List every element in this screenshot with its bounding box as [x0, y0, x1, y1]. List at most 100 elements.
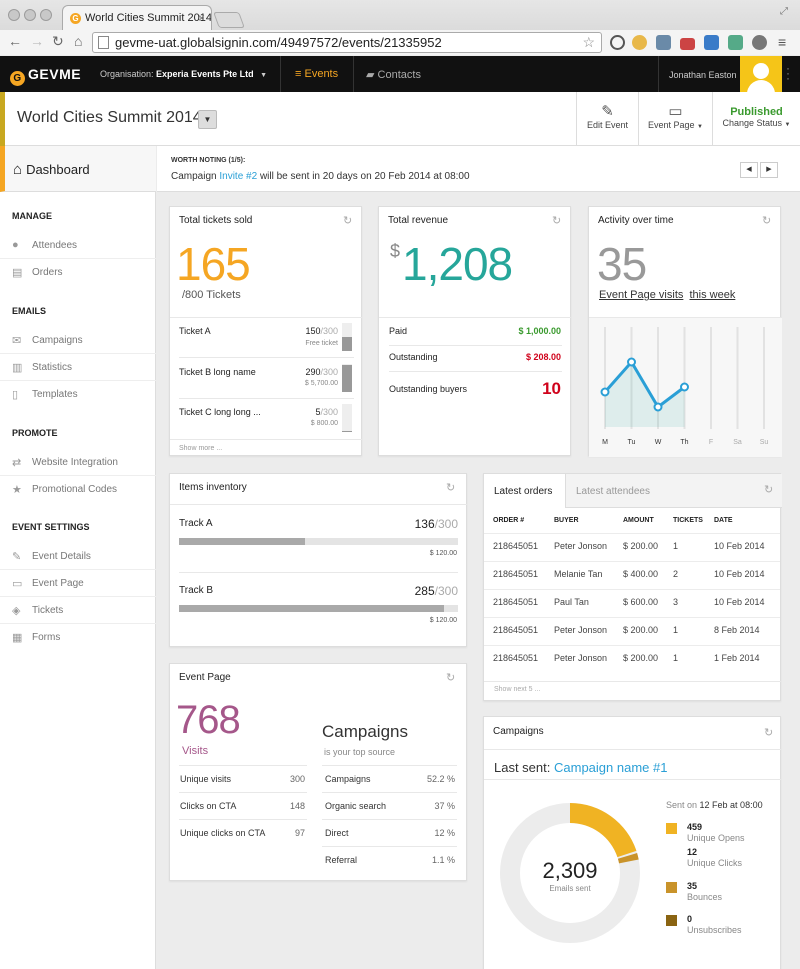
sidebar-item-templates[interactable]: ▯ Templates [0, 381, 156, 408]
tab-latest-orders[interactable]: Latest orders [484, 474, 565, 508]
sidebar-item-attendees[interactable]: ● Attendees [0, 232, 156, 259]
legend-label: Unique Opens [687, 833, 745, 843]
change-status-button[interactable]: Published Change Status ▼ [712, 92, 800, 146]
sidebar-item-website-integration[interactable]: ⇄ Website Integration [0, 449, 156, 476]
refresh-icon[interactable]: ↻ [446, 482, 456, 494]
incognito-extension-icon[interactable] [752, 35, 767, 50]
table-row[interactable] [484, 617, 780, 645]
source-label: Organic search [325, 801, 387, 811]
ticket-c-bar-fill [342, 431, 352, 432]
table-row[interactable] [484, 589, 780, 617]
table-cell: 10 Feb 2014 [714, 597, 765, 607]
sidebar-item-forms[interactable]: ▦ Forms [0, 624, 156, 651]
outstanding-label: Outstanding [389, 352, 438, 362]
puzzle-extension-icon[interactable] [656, 35, 671, 50]
refresh-icon[interactable]: ↻ [764, 484, 774, 496]
sidebar-item-campaigns[interactable]: ✉ Campaigns [0, 327, 156, 354]
data-point[interactable] [600, 387, 610, 397]
table-row[interactable] [484, 645, 780, 673]
table-cell: 2 [673, 569, 679, 579]
reload-icon[interactable]: ↻ [52, 33, 64, 49]
org-label: Organisation: [100, 69, 154, 79]
gevme-logo[interactable]: G GEVME [10, 66, 81, 86]
ticket-sold-num: 150 [305, 326, 321, 336]
ticket-c-bar [342, 404, 352, 432]
sidebar-item-promotional-codes[interactable]: ★ Promotional Codes [0, 476, 156, 503]
show-more-link[interactable]: Show more ... [179, 445, 223, 452]
donut-slice[interactable] [617, 853, 639, 864]
close-tab-icon[interactable]: × [197, 11, 205, 25]
source-value: 12 % [434, 828, 455, 838]
data-point[interactable] [627, 357, 636, 367]
source-row [322, 819, 457, 846]
screen-extension-icon[interactable] [704, 35, 719, 50]
minimize-window-icon[interactable] [24, 9, 36, 21]
sidebar-item-label: Attendees [32, 240, 78, 251]
data-point[interactable] [653, 402, 663, 412]
url-bar[interactable]: gevme-uat.globalsignin.com/49497572/even… [92, 32, 602, 53]
notice-prev-button[interactable]: ◀ [740, 162, 758, 178]
maximize-window-icon[interactable] [40, 9, 52, 21]
close-window-icon[interactable] [8, 9, 20, 21]
nav-events[interactable]: ≡ Events [280, 56, 354, 92]
nav-contacts[interactable]: ▰ Contacts [366, 68, 421, 81]
organisation-selector[interactable]: Organisation: Experia Events Pte Ltd ▼ [100, 69, 267, 79]
sidebar-item-event-page[interactable]: ▭ Event Page [0, 570, 156, 597]
page-icon [98, 36, 109, 49]
tickets-total: /800 Tickets [182, 289, 241, 301]
data-point[interactable] [680, 382, 689, 392]
column-header: BUYER [554, 517, 579, 524]
table-row[interactable] [484, 533, 780, 561]
last-sent-label: Last sent: [494, 760, 551, 775]
ticket-cap: /300 [320, 407, 338, 417]
kebab-menu-icon[interactable]: · · · [786, 61, 790, 85]
ticket-name: Ticket C long long ... [179, 407, 261, 417]
donut-slice[interactable] [570, 803, 637, 858]
table-row[interactable] [484, 561, 780, 589]
user-name[interactable]: Jonathan Easton [658, 56, 738, 92]
browser-menu-icon[interactable]: ≡ [778, 34, 787, 50]
new-tab-button[interactable] [213, 12, 245, 28]
notice-campaign-link[interactable]: Invite #2 [219, 171, 258, 182]
bookmark-star-icon[interactable]: ☆ [582, 34, 595, 50]
event-page-button[interactable]: ▭ Event Page ▼ [638, 92, 712, 146]
sidebar-item-orders[interactable]: ▤ Orders [0, 259, 156, 286]
tab-latest-attendees[interactable]: Latest attendees [565, 474, 782, 508]
refresh-icon[interactable]: ↻ [446, 672, 456, 684]
clock-extension-icon[interactable] [610, 35, 625, 50]
new-badge-extension-icon[interactable] [680, 38, 695, 50]
refresh-icon[interactable]: ↻ [764, 727, 774, 739]
refresh-icon[interactable]: ↻ [343, 215, 353, 227]
browser-tab[interactable]: G World Cities Summit 2014 × [62, 5, 212, 30]
forward-icon[interactable]: → [30, 33, 44, 49]
chat-extension-icon[interactable] [632, 35, 647, 50]
last-campaign-link[interactable]: Campaign name #1 [554, 760, 668, 775]
avatar[interactable] [740, 56, 782, 92]
back-icon[interactable]: ← [8, 33, 22, 49]
event-switcher-button[interactable]: ▼ [198, 110, 217, 129]
event-page-visits-link[interactable]: Event Page visits [599, 289, 684, 301]
fullscreen-icon[interactable]: ⤢ [780, 6, 788, 17]
legend-swatch [666, 823, 677, 834]
edit-event-button[interactable]: ✎ Edit Event [576, 92, 638, 146]
home-icon[interactable]: ⌂ [74, 33, 83, 49]
refresh-icon[interactable]: ↻ [762, 215, 772, 227]
legend-value: 0 [687, 914, 693, 924]
this-week-link[interactable]: this week [689, 289, 736, 301]
sidebar-item-tickets[interactable]: ◈ Tickets [0, 597, 156, 624]
sidebar-item-dashboard[interactable]: ⌂ Dashboard [0, 146, 156, 192]
sidebar-item-label: Event Details [32, 551, 91, 562]
sent-on-date: 12 Feb at 08:00 [699, 800, 763, 810]
app-topbar: G GEVME Organisation: Experia Events Pte … [0, 56, 800, 92]
revenue-card: Total revenue ↻ $ 1,208 Paid $ 1,000.00 … [378, 206, 572, 456]
cast-extension-icon[interactable] [728, 35, 743, 50]
pencil-icon: ✎ [601, 103, 614, 120]
notice-next-button[interactable]: ▶ [760, 162, 778, 178]
sidebar-item-event-details[interactable]: ✎ Event Details [0, 543, 156, 570]
sidebar-item-statistics[interactable]: ▥ Statistics [0, 354, 156, 381]
outstanding-buyers-label: Outstanding buyers [389, 384, 468, 394]
table-cell: $ 400.00 [623, 569, 659, 579]
show-next-link[interactable]: Show next 5 ... [494, 686, 541, 693]
refresh-icon[interactable]: ↻ [552, 215, 562, 227]
sidebar-item-label: Templates [32, 389, 78, 400]
